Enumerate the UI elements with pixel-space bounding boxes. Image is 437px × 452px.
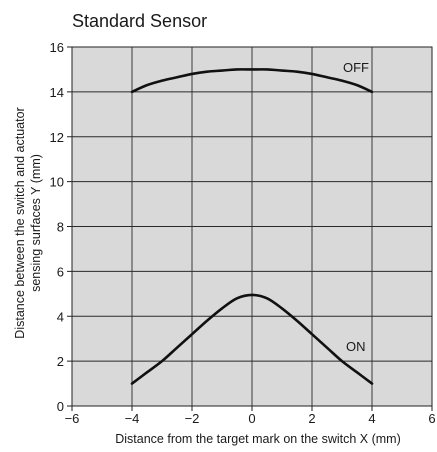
x-tick-label: −6 <box>65 411 80 426</box>
x-axis-label: Distance from the target mark on the swi… <box>115 432 401 446</box>
y-tick-label: 8 <box>57 220 64 235</box>
series-label-off: OFF <box>343 60 369 75</box>
x-tick-label: 6 <box>428 411 435 426</box>
y-tick-label: 0 <box>57 399 64 414</box>
y-tick-label: 6 <box>57 264 64 279</box>
series-line-on <box>130 293 374 385</box>
x-tick-label: 0 <box>248 411 255 426</box>
x-tick-label: −2 <box>185 411 200 426</box>
y-tick-label: 12 <box>50 130 64 145</box>
chart-title: Standard Sensor <box>72 11 207 31</box>
y-tick-label: 16 <box>50 40 64 55</box>
x-tick-label: 4 <box>368 411 375 426</box>
series-label-on: ON <box>346 339 366 354</box>
y-tick-label: 2 <box>57 354 64 369</box>
plot-frame <box>71 46 433 407</box>
series-lines <box>130 68 374 385</box>
series-line-off <box>130 68 374 94</box>
y-tick-label: 4 <box>57 309 64 324</box>
y-axis-label-line-1: Distance between the switch and actuator <box>13 107 27 338</box>
y-axis-label-line-2: sensing surfaces Y (mm) <box>29 154 43 292</box>
y-tick-label: 10 <box>50 175 64 190</box>
y-tick-label: 14 <box>50 85 64 100</box>
axis-ticks: −6 −4 −2 0 2 4 6 0 2 4 6 8 10 12 14 16 <box>50 40 436 426</box>
x-tick-label: −4 <box>125 411 140 426</box>
x-tick-label: 2 <box>308 411 315 426</box>
